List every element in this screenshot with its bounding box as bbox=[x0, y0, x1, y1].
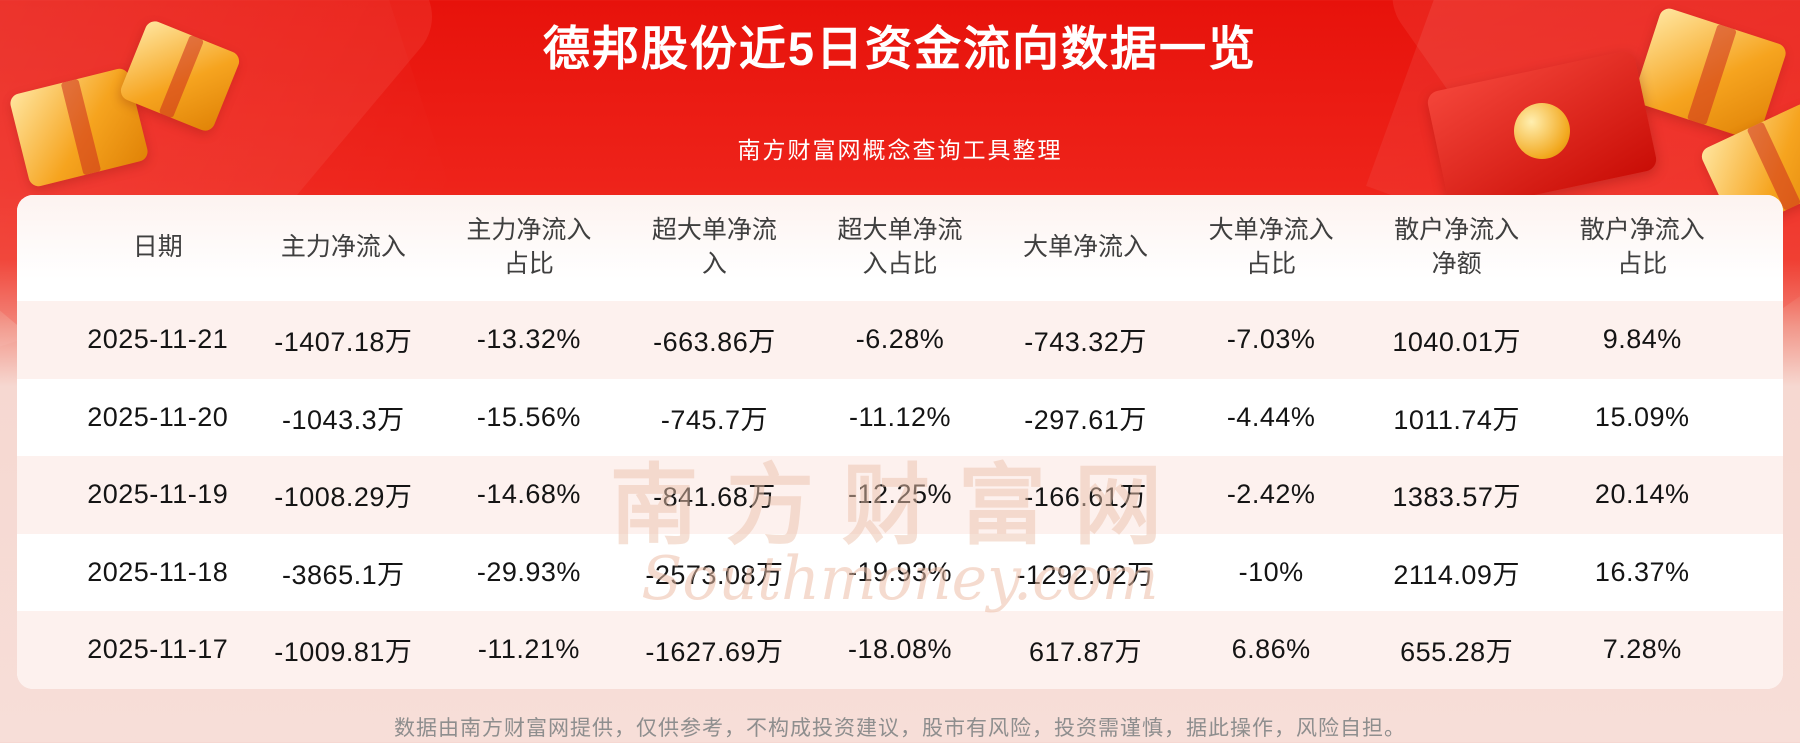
date-cell: 2025-11-18 bbox=[87, 556, 229, 587]
value-cell: -1008.29万 bbox=[274, 482, 413, 513]
date-cell: 2025-11-19 bbox=[87, 479, 229, 510]
value-cell: -166.61万 bbox=[1024, 482, 1147, 513]
value-cell: 2114.09万 bbox=[1393, 559, 1520, 590]
table-row: 2025-11-18 -3865.1万 -29.93% -2573.08万 -1… bbox=[17, 534, 1783, 612]
value-cell: -29.93% bbox=[476, 556, 581, 587]
column-header-main-inflow-pct: 主力净流入 占比 bbox=[466, 216, 592, 278]
value-cell: -12.25% bbox=[847, 479, 953, 510]
value-cell: -11.21% bbox=[477, 634, 580, 665]
value-cell: -6.28% bbox=[855, 324, 945, 355]
value-cell: -11.12% bbox=[848, 401, 952, 432]
value-cell: -743.32万 bbox=[1024, 327, 1147, 358]
column-header-large-order-inflow: 大单净流入 bbox=[1023, 233, 1149, 262]
table-row: 2025-11-17 -1009.81万 -11.21% -1627.69万 -… bbox=[17, 611, 1783, 689]
value-cell: -1009.81万 bbox=[274, 637, 413, 668]
date-cell: 2025-11-21 bbox=[87, 324, 229, 355]
column-header-xl-order-inflow-pct: 超大单净流 入占比 bbox=[837, 216, 963, 278]
value-cell: -1043.3万 bbox=[282, 404, 405, 435]
value-cell: -7.03% bbox=[1226, 324, 1316, 355]
page-title: 德邦股份近5日资金流向数据一览 bbox=[542, 22, 1258, 75]
date-cell: 2025-11-17 bbox=[87, 634, 229, 665]
value-cell: -13.32% bbox=[476, 324, 581, 355]
fund-flow-table: 日期 主力净流入 主力净流入 占比 超大单净流 入 超大单净流 入占比 大单净流… bbox=[17, 195, 1783, 689]
value-cell: -2.42% bbox=[1226, 479, 1316, 510]
value-cell: -15.56% bbox=[476, 401, 581, 432]
disclaimer: 数据由南方财富网提供，仅供参考，不构成投资建议，股市有风险，投资需谨慎，据此操作… bbox=[394, 717, 1406, 740]
value-cell: -14.68% bbox=[476, 479, 581, 510]
value-cell: 1383.57万 bbox=[1392, 482, 1521, 513]
date-cell: 2025-11-20 bbox=[87, 401, 229, 432]
value-cell: 7.28% bbox=[1602, 634, 1682, 665]
column-header-retail-inflow: 散户净流入 净额 bbox=[1394, 216, 1520, 278]
value-cell: -4.44% bbox=[1226, 401, 1316, 432]
value-cell: 655.28万 bbox=[1400, 637, 1514, 668]
page-subtitle: 南方财富网概念查询工具整理 bbox=[737, 137, 1063, 163]
table-row: 2025-11-21 -1407.18万 -13.32% -663.86万 -6… bbox=[17, 301, 1783, 379]
value-cell: -297.61万 bbox=[1024, 404, 1147, 435]
value-cell: -1627.69万 bbox=[645, 637, 784, 668]
column-header-xl-order-inflow: 超大单净流 入 bbox=[651, 216, 777, 278]
value-cell: 16.37% bbox=[1594, 556, 1690, 587]
value-cell: 6.86% bbox=[1231, 634, 1311, 665]
value-cell: -19.93% bbox=[847, 556, 953, 587]
value-cell: -663.86万 bbox=[653, 327, 776, 358]
table-row: 2025-11-20 -1043.3万 -15.56% -745.7万 -11.… bbox=[17, 379, 1783, 457]
value-cell: -3865.1万 bbox=[282, 559, 405, 590]
value-cell: -1407.18万 bbox=[274, 327, 413, 358]
value-cell: -18.08% bbox=[847, 634, 953, 665]
column-header-date: 日期 bbox=[132, 233, 183, 262]
value-cell: 617.87万 bbox=[1029, 637, 1143, 668]
value-cell: -10% bbox=[1238, 556, 1304, 587]
column-header-retail-inflow-pct: 散户净流入 占比 bbox=[1579, 216, 1705, 278]
column-header-main-inflow: 主力净流入 bbox=[280, 233, 406, 262]
column-header-large-order-pct: 大单净流入 占比 bbox=[1208, 216, 1334, 278]
table-header-row: 日期 主力净流入 主力净流入 占比 超大单净流 入 超大单净流 入占比 大单净流… bbox=[17, 195, 1783, 301]
value-cell: 15.09% bbox=[1594, 401, 1690, 432]
value-cell: 20.14% bbox=[1594, 479, 1690, 510]
value-cell: -841.68万 bbox=[653, 482, 776, 513]
value-cell: -745.7万 bbox=[660, 404, 768, 435]
value-cell: 1040.01万 bbox=[1392, 327, 1521, 358]
value-cell: 9.84% bbox=[1602, 324, 1682, 355]
value-cell: 1011.74万 bbox=[1393, 404, 1520, 435]
value-cell: -2573.08万 bbox=[645, 559, 784, 590]
table-row: 2025-11-19 -1008.29万 -14.68% -841.68万 -1… bbox=[17, 456, 1783, 534]
value-cell: -1292.02万 bbox=[1016, 559, 1155, 590]
